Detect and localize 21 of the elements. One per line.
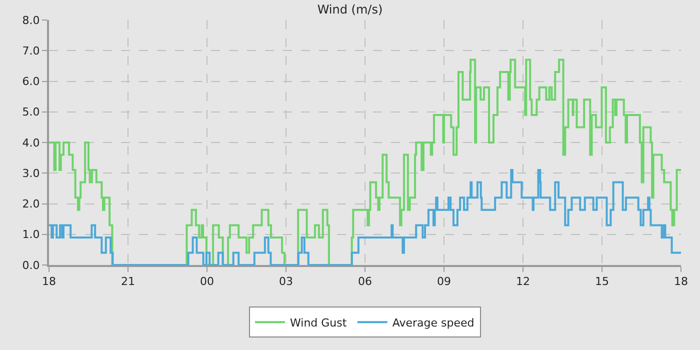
x-tick-label: 03 [279,275,293,288]
y-tick-label: 0.0 [22,258,40,272]
x-tick-label: 18 [42,275,56,288]
y-tick-label: 3.0 [22,166,40,180]
x-tick-label: 15 [595,275,609,288]
legend-label: Average speed [392,316,474,330]
chart-title: Wind (m/s) [317,2,383,17]
y-tick-label: 7.0 [22,44,40,58]
y-tick-label: 5.0 [22,106,40,119]
legend-label: Wind Gust [290,316,348,330]
x-tick-label: 00 [200,275,214,288]
x-tick-label: 21 [121,275,135,288]
y-tick-label: 6.0 [22,75,40,88]
y-tick-label: 4.0 [22,136,40,150]
x-tick-label: 12 [516,275,530,288]
x-tick-label: 09 [437,275,451,288]
y-tick-label: 2.0 [22,198,40,211]
y-tick-label: 8.0 [22,14,40,27]
x-tick-label: 06 [358,275,372,288]
x-tick-label: 18 [674,275,688,288]
y-tick-label: 1.0 [22,228,40,242]
